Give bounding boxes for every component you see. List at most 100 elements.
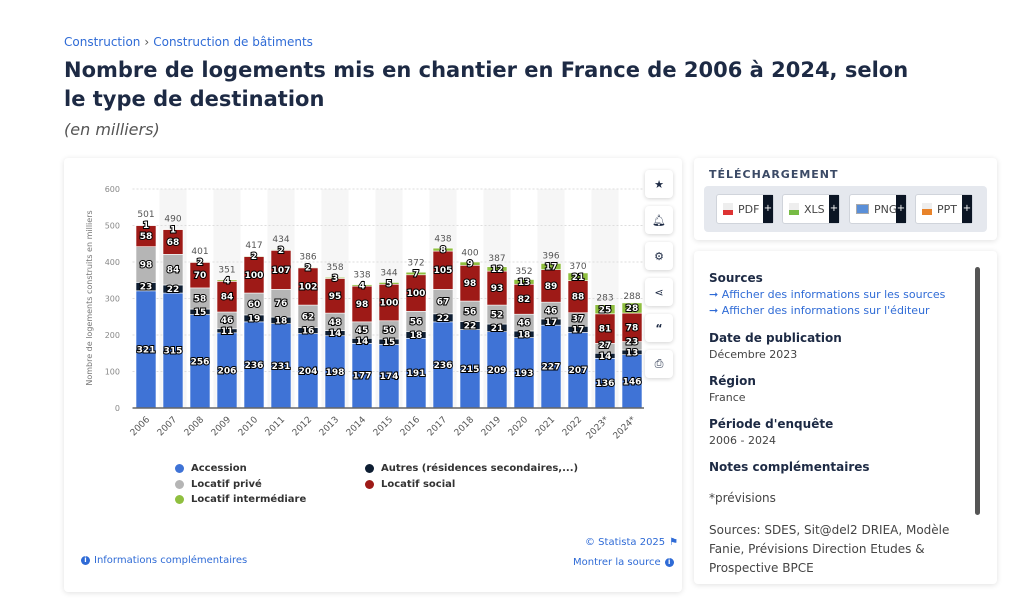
- plus-icon[interactable]: +: [896, 195, 906, 223]
- legend-label: Locatif intermédiare: [191, 494, 307, 505]
- legend-item[interactable]: Autres (résidences secondaires,...): [365, 463, 578, 474]
- bar-segment: [459, 261, 481, 266]
- share-button[interactable]: ⋖: [645, 278, 673, 306]
- y-axis-title: Nombre de logements construits en millie…: [85, 210, 94, 385]
- data-label: 236: [434, 361, 453, 371]
- bar-segment: [324, 277, 346, 279]
- plus-icon[interactable]: +: [829, 195, 839, 223]
- data-label: 1: [143, 221, 149, 231]
- x-tick-label: 2024*: [612, 415, 639, 442]
- data-label: 227: [542, 363, 561, 373]
- xls-download-button[interactable]: XLS +: [782, 194, 840, 224]
- gear-icon: ⚙: [654, 249, 664, 263]
- source-info-link[interactable]: ➞ Afficher des informations sur les sour…: [709, 288, 946, 301]
- data-label: 17: [572, 325, 585, 335]
- sources-heading: Sources: [709, 271, 763, 285]
- breadcrumb-link[interactable]: Construction: [64, 35, 141, 49]
- page-title: Nombre de logements mis en chantier en F…: [64, 58, 909, 111]
- cite-button[interactable]: “: [645, 314, 673, 342]
- data-label: 81: [599, 325, 612, 335]
- legend-dot: [175, 480, 184, 489]
- print-button[interactable]: ⎙: [645, 350, 673, 378]
- data-label: 105: [434, 266, 453, 276]
- data-label: 52: [491, 311, 504, 321]
- x-tick-label: 2010: [237, 415, 260, 438]
- data-label: 25: [599, 305, 612, 315]
- plus-icon[interactable]: +: [962, 195, 972, 223]
- copyright-link[interactable]: © Statista 2025 ⚑: [585, 537, 678, 548]
- publication-date-value: Décembre 2023: [709, 348, 798, 361]
- scrollbar[interactable]: [975, 267, 980, 515]
- x-tick-label: 2006: [129, 415, 152, 438]
- data-label: 45: [356, 326, 369, 336]
- legend-item[interactable]: Locatif social: [365, 479, 455, 490]
- favorite-button[interactable]: ★: [645, 170, 673, 198]
- total-label: 400: [461, 249, 478, 259]
- data-label: 236: [245, 361, 264, 371]
- data-label: 14: [599, 352, 612, 362]
- info-icon: i: [664, 558, 674, 567]
- data-label: 88: [572, 293, 585, 303]
- notification-button[interactable]: 🔔︎: [645, 206, 673, 234]
- period-value: 2006 - 2024: [709, 434, 776, 447]
- data-label: 19: [248, 314, 261, 324]
- data-label: 22: [437, 314, 450, 324]
- download-title: TÉLÉCHARGEMENT: [709, 168, 839, 181]
- png-download-button[interactable]: PNG +: [849, 194, 907, 224]
- button-label: PDF: [738, 202, 760, 216]
- x-tick-label: 2018: [453, 415, 476, 438]
- pdf-download-button[interactable]: PDF +: [716, 194, 774, 224]
- data-label: 84: [167, 266, 180, 276]
- total-label: 417: [245, 241, 262, 251]
- info-icon: i: [81, 556, 90, 565]
- show-source-link[interactable]: Montrer la source i: [573, 557, 674, 568]
- data-label: 58: [140, 232, 153, 242]
- ppt-download-button[interactable]: PPT +: [915, 194, 973, 224]
- button-label: PPT: [937, 202, 957, 216]
- data-label: 23: [140, 283, 153, 293]
- bell-icon: 🔔︎: [652, 213, 666, 227]
- data-label: 193: [515, 369, 534, 379]
- data-label: 146: [623, 377, 642, 387]
- x-tick-label: 2017: [426, 415, 449, 438]
- data-label: 70: [194, 271, 207, 281]
- data-label: 15: [383, 338, 396, 348]
- data-label: 18: [275, 316, 288, 326]
- data-label: 102: [299, 282, 318, 292]
- total-label: 386: [299, 252, 316, 262]
- total-label: 288: [623, 292, 640, 302]
- data-label: 4: [359, 281, 365, 291]
- data-label: 78: [626, 323, 639, 333]
- bar-segment: [486, 266, 508, 272]
- data-label: 100: [245, 271, 264, 281]
- legend-item[interactable]: Accession: [175, 463, 247, 474]
- x-tick-label: 2023*: [585, 415, 612, 442]
- total-label: 358: [326, 263, 343, 273]
- more-info-text: Informations complémentaires: [94, 555, 248, 566]
- settings-button[interactable]: ⚙: [645, 242, 673, 270]
- breadcrumb-link[interactable]: Construction de bâtiments: [153, 35, 313, 49]
- link-text: Afficher des informations sur l'éditeur: [721, 304, 930, 317]
- y-tick-label: 200: [105, 331, 120, 340]
- png-image-icon: [856, 204, 869, 214]
- data-label: 56: [410, 317, 423, 327]
- plus-icon[interactable]: +: [763, 195, 773, 223]
- x-tick-label: 2019: [480, 415, 503, 438]
- publisher-info-link[interactable]: ➞ Afficher des informations sur l'éditeu…: [709, 304, 930, 317]
- legend-dot: [175, 464, 184, 473]
- page-subtitle: (en milliers): [64, 120, 160, 139]
- data-label: 60: [248, 300, 261, 310]
- data-label: 231: [272, 362, 291, 372]
- data-label: 18: [410, 331, 423, 341]
- bar-segment: [405, 271, 427, 276]
- ppt-file-icon: [922, 203, 932, 215]
- star-icon: ★: [654, 177, 664, 191]
- legend-item[interactable]: Locatif intermédiare: [175, 494, 306, 505]
- x-tick-label: 2021: [534, 415, 557, 438]
- more-info-link[interactable]: i Informations complémentaires: [81, 555, 247, 566]
- period-heading: Période d'enquête: [709, 417, 834, 431]
- data-label: 46: [545, 307, 558, 317]
- data-label: 48: [329, 318, 342, 328]
- legend-item[interactable]: Locatif privé: [175, 479, 262, 490]
- data-label: 100: [380, 299, 399, 309]
